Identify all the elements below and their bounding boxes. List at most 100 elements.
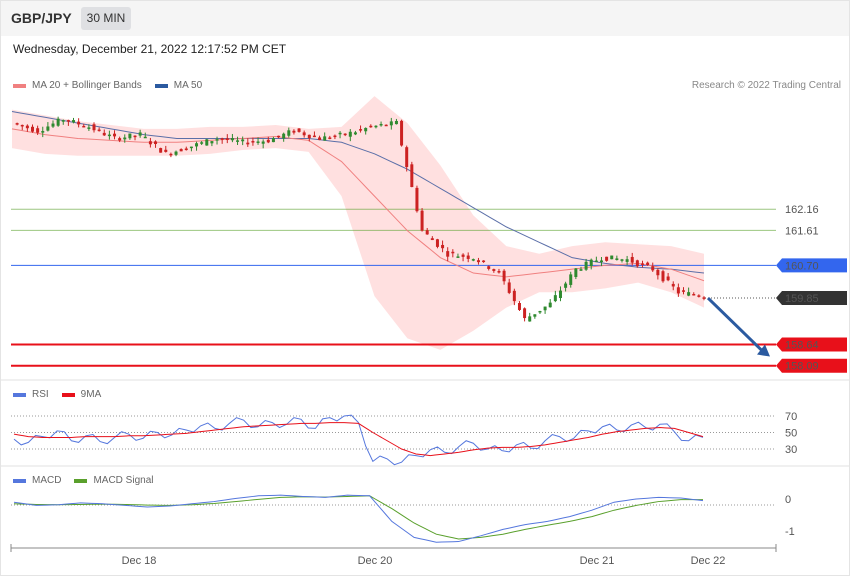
candle-body: [77, 121, 81, 125]
candle-body: [72, 120, 76, 123]
candle-body: [138, 132, 142, 136]
candle-body: [523, 308, 527, 319]
candle-body: [82, 125, 86, 128]
candle-body: [528, 316, 532, 322]
candle-body: [148, 141, 152, 145]
candle-body: [287, 130, 291, 136]
candle-body: [87, 127, 91, 129]
candle-body: [66, 120, 70, 122]
candle-body: [31, 126, 35, 132]
candle-body: [538, 310, 542, 313]
candle-body: [687, 292, 691, 296]
candle-body: [466, 255, 470, 259]
candle-body: [128, 133, 132, 139]
candle-body: [56, 118, 60, 126]
candle-body: [297, 128, 301, 132]
candle-body: [430, 238, 434, 241]
candle-body: [512, 290, 516, 302]
candle-body: [107, 134, 111, 137]
level-tag-158.09: [776, 358, 847, 373]
candle-body: [364, 127, 368, 132]
candle-body: [343, 133, 347, 136]
level-tag-160.70: [776, 258, 847, 273]
candle-body: [123, 137, 127, 140]
candle-body: [261, 141, 265, 144]
level-label-162.16: 162.16: [785, 204, 819, 216]
level-tag-159.85: [776, 291, 847, 306]
candle-body: [671, 283, 675, 287]
level-label-160.70: 160.70: [785, 260, 819, 272]
datetime-label: Wednesday, December 21, 2022 12:17:52 PM…: [13, 42, 287, 56]
candle-body: [646, 262, 650, 265]
timeframe-button[interactable]: 30 MIN: [81, 7, 131, 30]
macd-line: [13, 494, 704, 543]
candle-body: [435, 239, 439, 247]
candle-body: [564, 283, 568, 288]
candle-body: [517, 302, 521, 310]
candle-body: [353, 132, 357, 135]
candle-body: [302, 132, 306, 136]
candle-body: [661, 271, 665, 282]
candle-body: [61, 120, 65, 122]
candle-body: [497, 271, 501, 273]
candle-body: [476, 260, 480, 263]
macd-tick-label-minus1: -1: [785, 526, 795, 538]
candle-body: [369, 125, 373, 128]
level-label-158.09: 158.09: [785, 361, 819, 373]
level-tag-158.64: [776, 337, 847, 352]
candle-body: [651, 266, 655, 271]
candle-body: [400, 120, 404, 146]
rsi-tick-label-30: 30: [785, 444, 797, 456]
candle-body: [333, 135, 337, 138]
legend-label-macd: MACD: [32, 475, 62, 486]
candle-body: [415, 187, 419, 212]
candle-body: [292, 130, 296, 133]
candle-body: [41, 131, 45, 133]
candle-body: [230, 138, 234, 141]
x-tick-label-2: Dec 21: [580, 555, 615, 567]
candle-body: [579, 269, 583, 271]
candle-body: [692, 293, 696, 296]
candle-body: [246, 142, 250, 145]
candle-body: [215, 139, 219, 141]
candle-body: [92, 124, 96, 131]
candle-body: [159, 148, 163, 153]
candle-body: [374, 125, 378, 128]
candle-body: [543, 306, 547, 311]
legend-swatch-rsi-ma: [61, 392, 75, 397]
candle-body: [210, 141, 214, 144]
level-label-158.64: 158.64: [785, 340, 819, 352]
candle-body: [441, 244, 445, 249]
candle-body: [666, 276, 670, 281]
candle-body: [681, 290, 685, 292]
candle-body: [97, 129, 101, 132]
candle-body: [405, 147, 409, 167]
macd-signal-line: [13, 495, 703, 540]
candle-body: [169, 153, 173, 156]
legend-swatch-macd: [13, 478, 26, 483]
top-bar: [1, 1, 849, 36]
candle-body: [348, 131, 352, 137]
candle-body: [471, 259, 475, 261]
candle-body: [154, 141, 158, 145]
candle-body: [184, 148, 188, 151]
candle-body: [256, 141, 260, 143]
candle-body: [15, 123, 19, 125]
legend-macd: MACD MACD Signal: [13, 475, 153, 486]
ma20-line: [11, 128, 705, 282]
candle-body: [640, 263, 644, 265]
candle-body: [610, 255, 614, 260]
ma50-line: [11, 111, 705, 274]
credit-text: Research © 2022 Trading Central: [691, 80, 841, 91]
candle-body: [189, 146, 193, 149]
symbol-title: GBP/JPY: [11, 10, 72, 26]
candle-body: [46, 126, 50, 131]
candle-body: [379, 123, 383, 126]
candle-body: [359, 129, 363, 131]
candle-body: [225, 138, 229, 140]
bollinger-bands: [12, 96, 704, 350]
level-label-159.85: 159.85: [785, 293, 819, 305]
candle-body: [702, 297, 706, 299]
candle-body: [205, 139, 209, 146]
